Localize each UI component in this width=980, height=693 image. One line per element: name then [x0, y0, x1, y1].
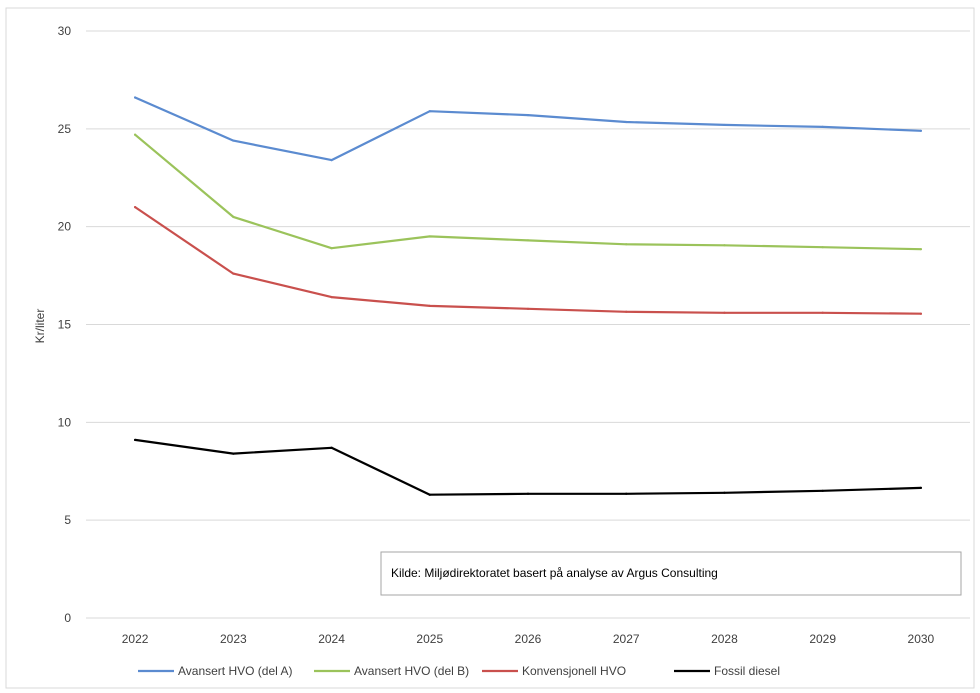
data-point [526, 492, 530, 495]
annotation-frame [380, 551, 962, 596]
y-tick-label: 25 [58, 122, 72, 136]
x-tick-label: 2024 [318, 632, 345, 646]
data-point [232, 215, 235, 218]
legend-item: Fossil diesel [674, 664, 780, 678]
x-tick-label: 2025 [416, 632, 443, 646]
data-point [625, 243, 628, 246]
data-point [821, 246, 824, 249]
legend-item: Konvensjonell HVO [482, 664, 626, 678]
data-point [919, 312, 922, 315]
data-point [330, 247, 333, 250]
data-point [232, 139, 235, 142]
data-point [821, 311, 824, 314]
data-point [821, 125, 824, 128]
data-point [526, 307, 530, 310]
y-tick-label: 15 [58, 318, 72, 332]
gridlines [86, 30, 970, 619]
x-tick-label: 2027 [613, 632, 640, 646]
data-point [723, 311, 726, 314]
x-tick-label: 2022 [122, 632, 149, 646]
y-tick-label: 5 [64, 513, 71, 527]
y-tick-label: 30 [58, 24, 72, 38]
legend-label: Avansert HVO (del A) [178, 664, 293, 678]
x-tick-label: 2028 [711, 632, 738, 646]
data-point [428, 110, 431, 113]
data-point [919, 129, 922, 132]
y-axis-title: Kr/liter [33, 309, 47, 344]
data-point [526, 239, 530, 242]
data-point [625, 120, 628, 124]
data-point [330, 446, 333, 449]
y-tick-label: 20 [58, 220, 72, 234]
series-1 [134, 133, 923, 251]
x-tick-label: 2023 [220, 632, 247, 646]
series-0 [134, 96, 923, 162]
data-point [428, 493, 431, 496]
y-tick-label: 10 [58, 415, 72, 429]
x-tick-label: 2026 [515, 632, 542, 646]
data-point [821, 489, 824, 492]
data-point [134, 133, 137, 136]
series-lines [134, 96, 923, 496]
legend-label: Avansert HVO (del B) [354, 664, 469, 678]
data-point [134, 96, 137, 99]
x-axis-ticks: 2022 2023 2024 2025 2026 2027 2028 2029 2030 [122, 632, 935, 646]
legend: Avansert HVO (del A) Avansert HVO (del B)… [138, 664, 780, 678]
data-point [723, 123, 726, 127]
data-point [428, 235, 431, 238]
series-3 [134, 438, 923, 496]
data-point [428, 304, 431, 308]
data-point [232, 272, 235, 275]
data-point [919, 486, 922, 489]
y-axis-ticks: 0 5 10 15 20 25 30 [58, 24, 72, 625]
data-point [625, 492, 628, 495]
y-tick-label: 0 [64, 611, 71, 625]
data-point [919, 248, 922, 251]
series-2 [134, 206, 923, 315]
legend-item: Avansert HVO (del B) [314, 664, 469, 678]
annotation-text: Kilde: Miljødirektoratet basert på analy… [391, 566, 718, 580]
data-point [134, 438, 137, 442]
data-point [723, 244, 726, 247]
data-point [330, 159, 333, 162]
data-point [330, 296, 333, 299]
data-point [134, 206, 137, 209]
legend-label: Fossil diesel [714, 664, 780, 678]
chart-border [5, 7, 975, 689]
data-point [723, 491, 726, 494]
data-point [232, 452, 235, 455]
legend-item: Avansert HVO (del A) [138, 664, 293, 678]
legend-label: Konvensjonell HVO [522, 664, 626, 678]
x-tick-label: 2029 [809, 632, 836, 646]
data-point [526, 114, 530, 117]
x-tick-label: 2030 [908, 632, 935, 646]
annotation-box: Kilde: Miljødirektoratet basert på analy… [380, 551, 962, 596]
data-point [625, 310, 628, 313]
